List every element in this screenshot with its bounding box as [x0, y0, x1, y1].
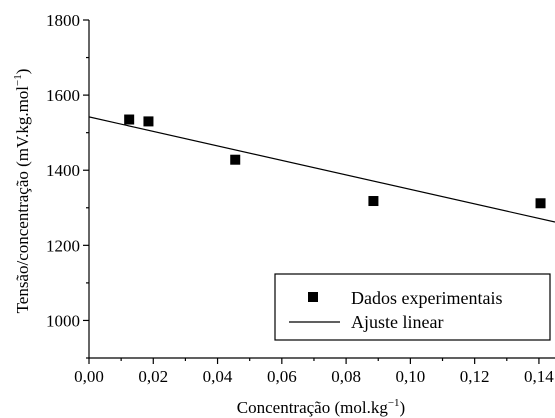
x-axis-label: Concentração (mol.kg−1) — [237, 397, 405, 417]
data-point — [535, 198, 546, 209]
data-points — [124, 114, 546, 209]
data-point — [143, 116, 154, 127]
y-tick-label: 1400 — [46, 161, 80, 180]
legend-marker-square — [308, 292, 318, 302]
x-tick-label: 0,10 — [396, 367, 426, 386]
fit-line-group — [88, 116, 555, 223]
legend: Dados experimentais Ajuste linear — [274, 273, 551, 341]
data-point — [368, 196, 379, 207]
x-tick-label: 0,06 — [267, 367, 297, 386]
y-tick-label: 1200 — [46, 236, 80, 255]
x-tick-label: 0,08 — [331, 367, 361, 386]
y-tick-label: 1800 — [46, 11, 80, 30]
x-tick-label: 0,12 — [460, 367, 490, 386]
x-tick-label: 0,00 — [74, 367, 104, 386]
legend-box — [274, 273, 551, 341]
y-tick-label: 1600 — [46, 86, 80, 105]
fit-line — [88, 116, 555, 223]
data-point — [230, 154, 241, 165]
x-tick-label: 0,04 — [203, 367, 233, 386]
ticks: 1000 1200 1400 1600 1800 0,00 0,02 0,04 0,06 0,08… — [46, 11, 554, 386]
x-tick-label: 0,14 — [524, 367, 554, 386]
legend-entry-ajuste-linear: Ajuste linear — [351, 312, 443, 332]
y-tick-label: 1000 — [46, 311, 80, 330]
y-axis-label: Tensão/concentração (mV.kg.mol−1) — [12, 69, 32, 314]
data-point — [124, 114, 135, 125]
legend-entry-dados-experimentais: Dados experimentais — [351, 288, 502, 308]
x-tick-label: 0,02 — [138, 367, 168, 386]
